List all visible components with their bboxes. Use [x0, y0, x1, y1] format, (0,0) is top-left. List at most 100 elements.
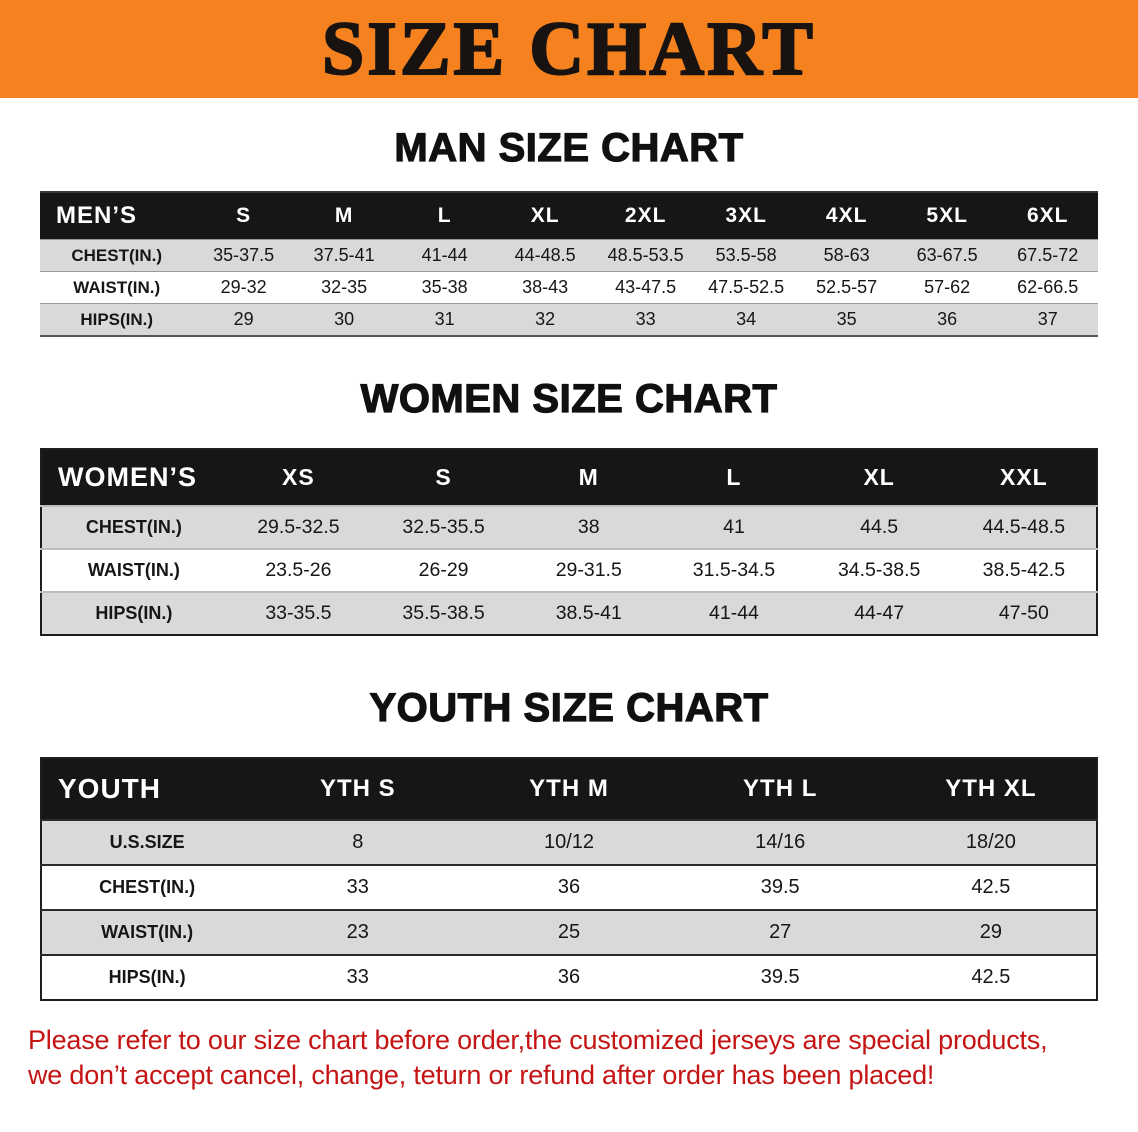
size-value-cell: 63-67.5: [896, 239, 998, 272]
size-column-header: 5XL: [896, 192, 998, 240]
size-value-cell: 27: [674, 909, 886, 955]
size-column-header: 3XL: [695, 192, 797, 240]
measurement-row: WAIST(IN.) 23.5-26 26-29 29-31.5 31.5-34.5 34…: [41, 548, 1097, 592]
youth-size-table: YOUTH YTH S YTH M YTH L YTH XL U.S.SIZE 8 10/12…: [40, 757, 1098, 1001]
size-value-cell: 29.5-32.5: [225, 505, 371, 549]
measurement-row: U.S.SIZE 8 10/12 14/16 18/20: [41, 819, 1097, 865]
women-size-chart-heading: WOMEN SIZE CHART: [360, 376, 778, 421]
size-column-header: 2XL: [595, 192, 696, 240]
table-title-cell: MEN’S: [40, 192, 194, 240]
size-value-cell: 36: [896, 303, 998, 336]
row-label-cell: CHEST(IN.): [41, 864, 253, 910]
men-size-table: MEN’S S M L XL 2XL 3XL 4XL 5XL 6XL CHEST(IN.) 35-37…: [40, 191, 1098, 337]
row-label-cell: CHEST(IN.): [40, 239, 194, 272]
size-value-cell: 31.5-34.5: [661, 548, 807, 592]
size-value-cell: 47-50: [951, 591, 1097, 635]
size-column-header: XL: [806, 449, 952, 506]
row-label-cell: HIPS(IN.): [41, 954, 253, 1000]
size-value-cell: 42.5: [885, 954, 1097, 1000]
size-value-cell: 29: [885, 909, 1097, 955]
size-value-cell: 62-66.5: [997, 271, 1098, 304]
size-value-cell: 14/16: [674, 819, 886, 865]
size-column-header: S: [370, 449, 517, 506]
size-value-cell: 33: [252, 864, 464, 910]
size-column-header: M: [293, 192, 395, 240]
size-value-cell: 36: [463, 864, 675, 910]
size-value-cell: 35: [796, 303, 897, 336]
size-value-cell: 41-44: [394, 239, 495, 272]
size-value-cell: 43-47.5: [595, 271, 696, 304]
size-column-header: YTH S: [252, 758, 464, 820]
size-value-cell: 42.5: [885, 864, 1097, 910]
size-value-cell: 39.5: [674, 864, 886, 910]
size-value-cell: 38-43: [494, 271, 596, 304]
size-value-cell: 44.5-48.5: [951, 505, 1097, 549]
size-column-header: XXL: [951, 449, 1097, 506]
notice-line-2: we don’t accept cancel, change, teturn o…: [28, 1060, 935, 1091]
size-value-cell: 31: [394, 303, 495, 336]
size-value-cell: 38.5-42.5: [951, 548, 1097, 592]
title-banner: SIZE CHART: [0, 0, 1138, 98]
size-value-cell: 33: [252, 954, 464, 1000]
size-column-header: YTH L: [674, 758, 886, 820]
youth-size-chart-heading: YOUTH SIZE CHART: [369, 685, 769, 730]
size-value-cell: 41: [661, 505, 807, 549]
table-title-cell: WOMEN’S: [41, 449, 226, 506]
women-size-table: WOMEN’S XS S M L XL XXL CHEST(IN.) 29.5-32.5 32.5…: [40, 448, 1098, 636]
size-column-header: L: [661, 449, 807, 506]
row-label-cell: HIPS(IN.): [40, 303, 194, 336]
size-column-header: XL: [494, 192, 596, 240]
size-column-header: S: [193, 192, 294, 240]
row-label-cell: WAIST(IN.): [41, 548, 226, 592]
size-column-header: L: [394, 192, 495, 240]
size-value-cell: 30: [293, 303, 395, 336]
row-label-cell: WAIST(IN.): [40, 271, 194, 304]
size-value-cell: 47.5-52.5: [695, 271, 797, 304]
row-label-cell: HIPS(IN.): [41, 591, 226, 635]
section-men-size-chart: MAN SIZE CHART MEN’S S M L XL 2XL 3XL 4XL 5XL 6XL…: [0, 125, 1138, 337]
row-label-cell: CHEST(IN.): [41, 505, 226, 549]
measurement-row: CHEST(IN.) 33 36 39.5 42.5: [41, 864, 1097, 910]
size-column-header: XS: [225, 449, 371, 506]
measurement-row: HIPS(IN.) 29 30 31 32 33 34 35 36 37: [40, 303, 1098, 336]
size-value-cell: 23.5-26: [225, 548, 371, 592]
measurement-row: CHEST(IN.) 29.5-32.5 32.5-35.5 38 41 44.5 44.5…: [41, 505, 1097, 549]
size-column-header: 4XL: [796, 192, 897, 240]
size-value-cell: 52.5-57: [796, 271, 897, 304]
size-value-cell: 37.5-41: [293, 239, 395, 272]
size-value-cell: 29-32: [193, 271, 294, 304]
size-value-cell: 34.5-38.5: [806, 548, 952, 592]
table-title-cell: YOUTH: [41, 758, 253, 820]
size-value-cell: 57-62: [896, 271, 998, 304]
table-header-row: YOUTH YTH S YTH M YTH L YTH XL: [41, 758, 1097, 820]
size-value-cell: 48.5-53.5: [595, 239, 696, 272]
size-value-cell: 41-44: [661, 591, 807, 635]
size-value-cell: 36: [463, 954, 675, 1000]
size-column-header: YTH XL: [885, 758, 1097, 820]
row-label-cell: WAIST(IN.): [41, 909, 253, 955]
size-value-cell: 34: [695, 303, 797, 336]
measurement-row: HIPS(IN.) 33 36 39.5 42.5: [41, 954, 1097, 1000]
size-value-cell: 32-35: [293, 271, 395, 304]
measurement-row: WAIST(IN.) 23 25 27 29: [41, 909, 1097, 955]
size-value-cell: 44-47: [806, 591, 952, 635]
size-value-cell: 33: [595, 303, 696, 336]
size-value-cell: 44-48.5: [494, 239, 596, 272]
size-value-cell: 33-35.5: [225, 591, 371, 635]
size-value-cell: 39.5: [674, 954, 886, 1000]
page-title: SIZE CHART: [321, 7, 816, 91]
size-value-cell: 18/20: [885, 819, 1097, 865]
table-header-row: WOMEN’S XS S M L XL XXL: [41, 449, 1097, 506]
size-value-cell: 29-31.5: [516, 548, 662, 592]
measurement-row: CHEST(IN.) 35-37.5 37.5-41 41-44 44-48.5 48.5…: [40, 239, 1098, 272]
size-value-cell: 35-37.5: [193, 239, 294, 272]
size-value-cell: 32: [494, 303, 596, 336]
measurement-row: WAIST(IN.) 29-32 32-35 35-38 38-43 43-47.5 47.…: [40, 271, 1098, 304]
size-column-header: YTH M: [463, 758, 675, 820]
size-value-cell: 10/12: [463, 819, 675, 865]
measurement-row: HIPS(IN.) 33-35.5 35.5-38.5 38.5-41 41-44 44-…: [41, 591, 1097, 635]
size-column-header: M: [516, 449, 662, 506]
size-value-cell: 32.5-35.5: [370, 505, 517, 549]
size-value-cell: 35.5-38.5: [370, 591, 517, 635]
